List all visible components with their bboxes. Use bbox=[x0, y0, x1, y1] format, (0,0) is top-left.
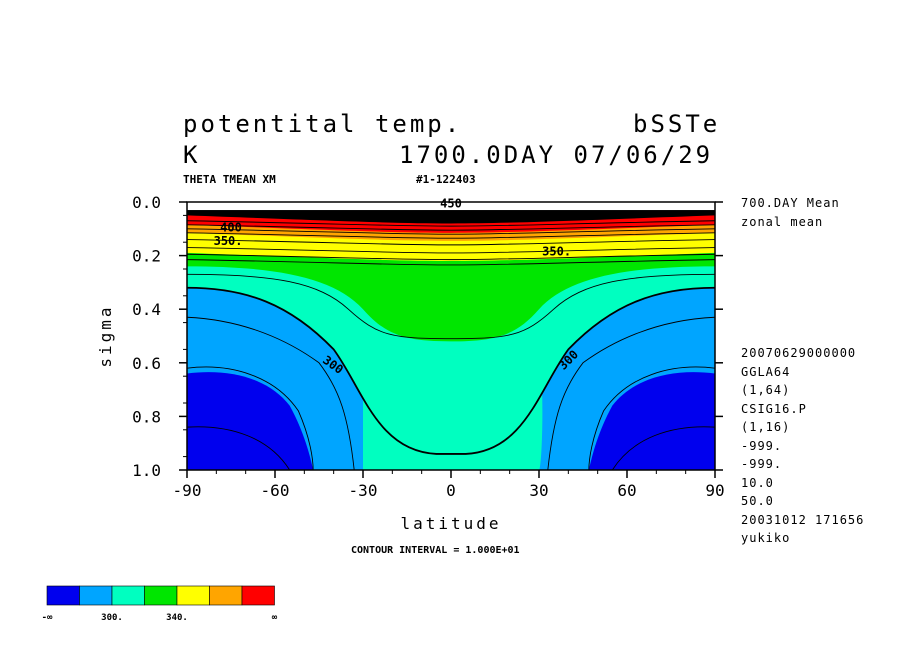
y-tick-label: 0.8 bbox=[132, 407, 161, 426]
x-tick-label: -60 bbox=[261, 481, 290, 500]
side-info-line: -999. bbox=[741, 438, 783, 453]
side-info-line: GGLA64 bbox=[741, 364, 791, 379]
colorbar-label: 340. bbox=[166, 613, 188, 623]
contour-line bbox=[187, 247, 715, 254]
contour-fills bbox=[187, 202, 715, 470]
experiment-name: bSSTe bbox=[633, 110, 721, 138]
band-fill bbox=[187, 202, 715, 211]
contour-line bbox=[588, 366, 715, 470]
contour-line-300 bbox=[187, 286, 715, 455]
x-tick-label: -90 bbox=[173, 481, 202, 500]
variable-label: THETA TMEAN XM bbox=[183, 173, 276, 186]
colorbar-label: -∞ bbox=[42, 613, 53, 623]
colorbar-swatch bbox=[144, 585, 178, 606]
colorbar-swatch bbox=[209, 585, 243, 606]
contour-line bbox=[187, 259, 715, 266]
contour-label: 350. bbox=[214, 234, 243, 248]
side-info-line: 700.DAY Mean bbox=[741, 196, 840, 210]
side-info-line: 50.0 bbox=[741, 494, 774, 508]
colorbar-swatch bbox=[79, 585, 113, 606]
contour-line bbox=[611, 426, 715, 470]
y-tick-label: 0.0 bbox=[132, 193, 161, 212]
x-tick-label: -30 bbox=[349, 481, 378, 500]
colorbar-swatch bbox=[241, 585, 275, 606]
contour-lines bbox=[187, 220, 715, 470]
colorbar-swatch bbox=[46, 585, 80, 606]
colorbar-label: 300. bbox=[101, 613, 123, 623]
x-tick-label: 0 bbox=[446, 481, 456, 500]
axes: -90 -60 -30 0 30 60 90 0.0 0.2 0.4 0.6 0.8 1.0 latitu… bbox=[96, 193, 725, 533]
colorbar-swatch bbox=[111, 585, 145, 606]
id-label: #1-122403 bbox=[416, 173, 476, 186]
side-info-line: 20031012 171656 bbox=[741, 512, 865, 527]
y-tick-label: 0.2 bbox=[132, 247, 161, 266]
contour-line bbox=[187, 426, 291, 470]
side-info-line: 10.0 bbox=[741, 475, 774, 490]
y-tick-label: 0.6 bbox=[132, 354, 161, 373]
colorbar-label: ∞ bbox=[272, 613, 278, 623]
contour-line bbox=[187, 253, 715, 261]
colorbar: -∞ 300. 340. ∞ bbox=[42, 585, 278, 623]
y-tick-label: 1.0 bbox=[132, 461, 161, 480]
colorbar-swatch bbox=[176, 585, 210, 606]
side-info-line: 20070629000000 bbox=[741, 346, 857, 360]
y-axis-label: sigma bbox=[96, 304, 115, 367]
contour-line bbox=[187, 239, 715, 246]
contour-line bbox=[187, 316, 355, 470]
side-info-line: yukiko bbox=[741, 531, 791, 545]
contour-line bbox=[187, 366, 314, 470]
side-info-line: zonal mean bbox=[741, 214, 824, 229]
side-info-line: (1,16) bbox=[741, 420, 791, 434]
band-fill bbox=[363, 349, 543, 470]
contour-line bbox=[187, 220, 715, 227]
time-label: 1700.0DAY 07/06/29 bbox=[399, 141, 714, 169]
side-info-line: (1,64) bbox=[741, 383, 791, 397]
x-tick-label: 60 bbox=[617, 481, 636, 500]
x-axis-label: latitude bbox=[400, 514, 501, 533]
contour-label: 350. bbox=[542, 245, 571, 259]
contour-interval: CONTOUR INTERVAL = 1.000E+01 bbox=[351, 545, 520, 556]
side-info-line: -999. bbox=[741, 457, 783, 471]
contour-label: 400 bbox=[220, 220, 242, 234]
band-fill bbox=[187, 372, 314, 470]
y-tick-label: 0.4 bbox=[132, 300, 161, 319]
contour-label: 450 bbox=[440, 196, 462, 210]
x-tick-label: 30 bbox=[529, 481, 548, 500]
band-fill bbox=[588, 372, 715, 470]
contour-line bbox=[547, 316, 715, 470]
contour-line bbox=[187, 228, 715, 235]
x-tick-label: 90 bbox=[705, 481, 724, 500]
side-info-line: CSIG16.P bbox=[741, 401, 807, 416]
unit-label: K bbox=[183, 141, 201, 169]
contour-line bbox=[187, 232, 715, 239]
chart-title: potentital temp. bbox=[183, 110, 463, 138]
contour-line bbox=[187, 224, 715, 231]
contour-line bbox=[187, 273, 715, 340]
